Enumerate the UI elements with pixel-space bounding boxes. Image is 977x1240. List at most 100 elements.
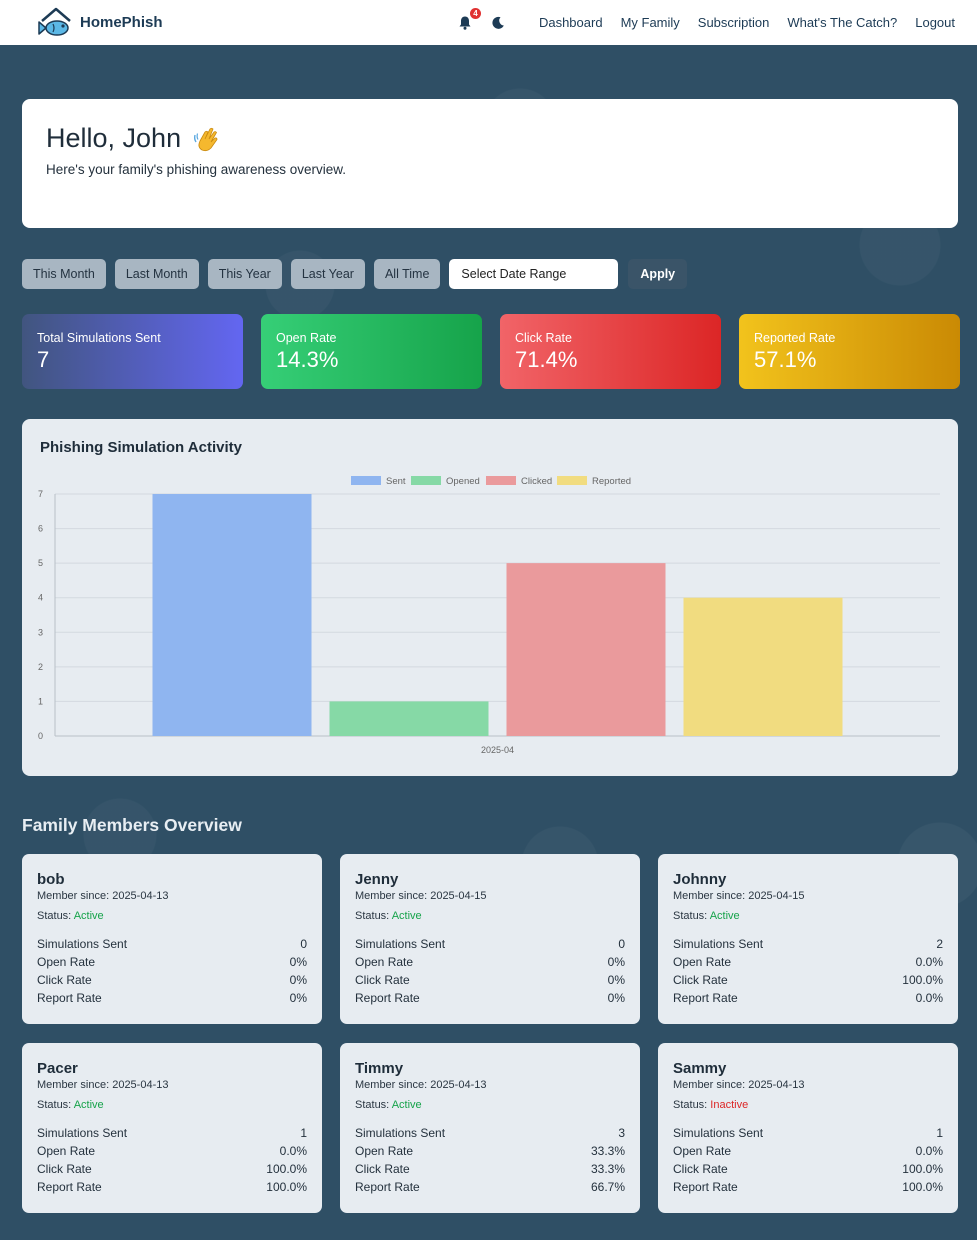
member-stat-value: 33.3% <box>590 1162 625 1176</box>
member-stat-label: Simulations Sent <box>673 937 764 951</box>
apply-filter-button[interactable]: Apply <box>628 259 688 289</box>
member-stat-value: 100.0% <box>902 973 943 987</box>
brand-name: HomePhish <box>80 14 163 31</box>
member-stat-label: Report Rate <box>355 1180 420 1194</box>
member-stat-row: Report Rate 0% <box>355 991 625 1009</box>
bar-clicked <box>506 563 666 736</box>
brand[interactable]: HomePhish <box>36 5 163 41</box>
member-name: bob <box>37 871 65 888</box>
filter-last-month-button[interactable]: Last Month <box>114 259 199 289</box>
member-stat-row: Click Rate 0% <box>355 973 625 991</box>
member-since: Member since: 2025-04-13 <box>37 1079 307 1091</box>
member-stat-label: Click Rate <box>355 1162 410 1176</box>
member-stat-row: Report Rate 100.0% <box>37 1180 307 1198</box>
member-stat-label: Open Rate <box>673 955 732 969</box>
member-stat-label: Open Rate <box>37 955 96 969</box>
member-stat-row: Simulations Sent 0 <box>355 937 625 955</box>
filter-this-month-button[interactable]: This Month <box>22 259 106 289</box>
member-since: Member since: 2025-04-13 <box>355 1079 625 1091</box>
member-stat-label: Click Rate <box>37 973 92 987</box>
member-stat-row: Simulations Sent 2 <box>673 937 943 955</box>
bar-opened <box>329 701 489 736</box>
member-since-label: Member since: <box>37 1079 113 1091</box>
nav-link-my-family[interactable]: My Family <box>620 15 680 30</box>
moon-icon[interactable] <box>491 16 505 30</box>
stat-card-open-rate: Open Rate 14.3% <box>261 314 482 389</box>
member-status-label: Status: <box>37 1099 74 1111</box>
member-stat-row: Click Rate 0% <box>37 973 307 991</box>
member-stat-label: Report Rate <box>355 991 420 1005</box>
member-name: Sammy <box>673 1060 727 1077</box>
member-stat-value: 66.7% <box>590 1180 625 1194</box>
member-stat-value: 0% <box>607 955 625 969</box>
member-stat-label: Open Rate <box>673 1144 732 1158</box>
date-range-input[interactable] <box>449 259 619 289</box>
member-since-date: 2025-04-13 <box>430 1079 487 1091</box>
member-stat-label: Report Rate <box>37 991 102 1005</box>
welcome-card: Hello, John Here's your family's phishin… <box>22 99 958 228</box>
bell-icon <box>459 16 471 30</box>
date-filter-bar: This Month Last Month This Year Last Yea… <box>22 259 688 289</box>
member-stats: Simulations Sent 0 Open Rate 0% Click Rate 0%… <box>355 937 625 1009</box>
member-stat-label: Simulations Sent <box>37 1126 128 1140</box>
member-card: Jenny Member since: 2025-04-15 Status: Act… <box>340 854 640 1024</box>
chart-title: Phishing Simulation Activity <box>40 439 242 456</box>
nav-link-dashboard[interactable]: Dashboard <box>538 15 603 30</box>
member-stat-value: 100.0% <box>902 1180 943 1194</box>
stat-value: 7 <box>37 347 50 372</box>
member-stat-label: Open Rate <box>355 1144 414 1158</box>
legend-label-opened: Opened <box>446 476 480 487</box>
y-tick-label: 3 <box>38 627 43 637</box>
member-since: Member since: 2025-04-15 <box>355 890 625 902</box>
member-stat-row: Click Rate 33.3% <box>355 1162 625 1180</box>
stat-value: 57.1% <box>754 347 817 372</box>
notifications-button[interactable]: 4 <box>457 7 481 32</box>
member-since-date: 2025-04-13 <box>748 1079 805 1091</box>
member-stat-value: 0% <box>289 955 307 969</box>
member-stat-label: Click Rate <box>673 973 728 987</box>
member-status-label: Status: <box>673 910 710 922</box>
member-stat-row: Open Rate 0% <box>355 955 625 973</box>
stat-card-total-sent: Total Simulations Sent 7 <box>22 314 243 389</box>
member-status: Status: Active <box>355 1099 625 1111</box>
filter-this-year-button[interactable]: This Year <box>207 259 282 289</box>
member-since-label: Member since: <box>673 1079 749 1091</box>
member-since-date: 2025-04-13 <box>112 1079 169 1091</box>
member-name: Pacer <box>37 1060 78 1077</box>
nav-link-subscription[interactable]: Subscription <box>697 15 770 30</box>
member-stat-row: Report Rate 100.0% <box>673 1180 943 1198</box>
member-stat-row: Open Rate 0.0% <box>673 955 943 973</box>
member-stat-value: 1 <box>936 1126 943 1140</box>
member-card: Sammy Member since: 2025-04-13 Status: Ina… <box>658 1043 958 1213</box>
member-stat-label: Report Rate <box>37 1180 102 1194</box>
member-stat-row: Open Rate 0.0% <box>673 1144 943 1162</box>
member-since-date: 2025-04-15 <box>748 890 805 902</box>
y-tick-label: 1 <box>38 696 43 706</box>
member-stat-row: Click Rate 100.0% <box>673 973 943 991</box>
notification-count-badge: 4 <box>469 7 481 19</box>
member-status-value: Active <box>709 910 740 922</box>
nav-link-whats-the-catch[interactable]: What's The Catch? <box>787 15 898 30</box>
member-status-label: Status: <box>355 1099 392 1111</box>
member-stat-row: Report Rate 66.7% <box>355 1180 625 1198</box>
waving-hand-icon <box>194 127 218 151</box>
member-stats: Simulations Sent 1 Open Rate 0.0% Click Rate… <box>673 1126 943 1198</box>
legend-swatch-sent <box>351 476 381 485</box>
member-since-date: 2025-04-13 <box>112 890 169 902</box>
filter-last-year-button[interactable]: Last Year <box>290 259 365 289</box>
member-stat-label: Click Rate <box>37 1162 92 1176</box>
members-grid: bob Member since: 2025-04-13 Status: Activ… <box>22 854 958 1213</box>
filter-all-time-button[interactable]: All Time <box>373 259 441 289</box>
member-stat-value: 33.3% <box>590 1144 625 1158</box>
activity-chart-card: Phishing Simulation Activity Sent Opened C… <box>22 419 958 776</box>
member-status: Status: Active <box>37 910 307 922</box>
nav-link-logout[interactable]: Logout <box>915 15 955 30</box>
member-name: Johnny <box>673 871 727 888</box>
member-stat-value: 0 <box>300 937 307 951</box>
member-stat-row: Simulations Sent 0 <box>37 937 307 955</box>
member-since-label: Member since: <box>37 890 113 902</box>
member-stat-row: Click Rate 100.0% <box>673 1162 943 1180</box>
member-stats: Simulations Sent 1 Open Rate 0.0% Click Rate… <box>37 1126 307 1198</box>
x-tick-label: 2025-04 <box>481 745 514 755</box>
member-since: Member since: 2025-04-13 <box>37 890 307 902</box>
